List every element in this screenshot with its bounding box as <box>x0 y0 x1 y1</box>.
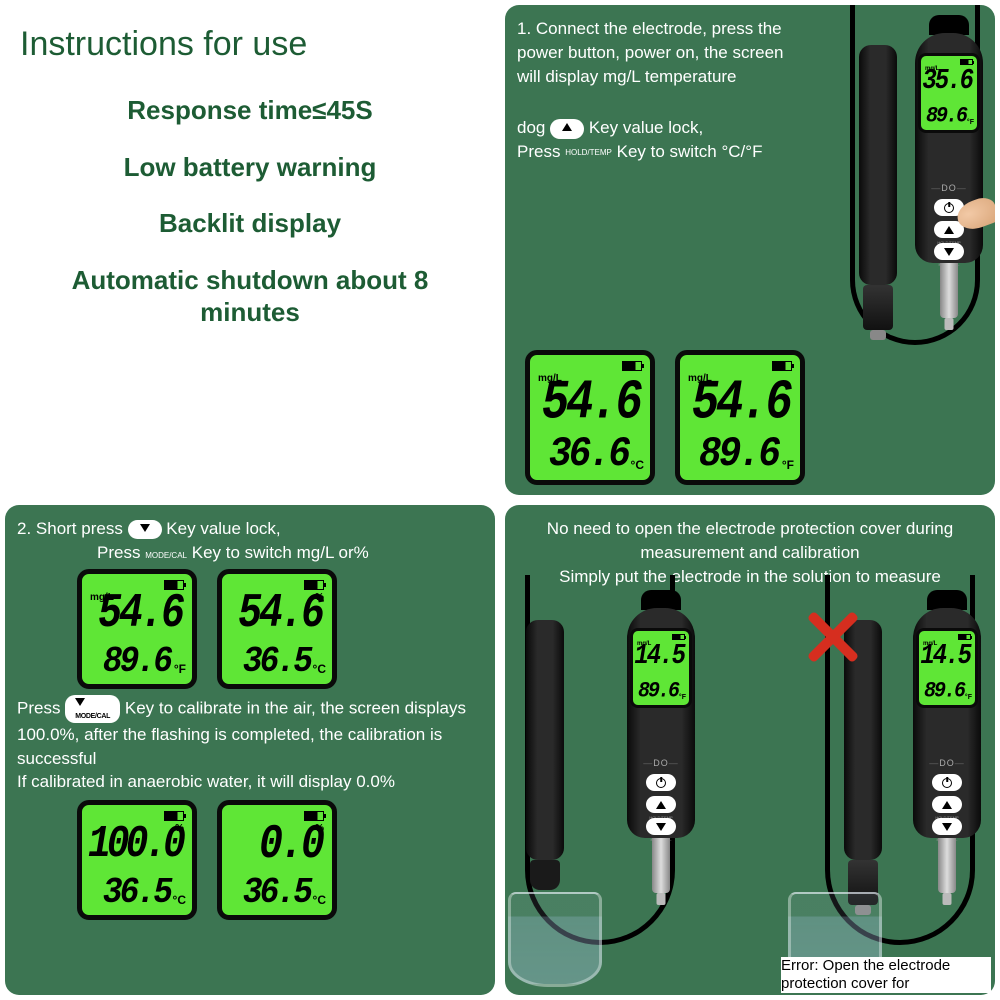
text: Key to switch °C/°F <box>617 142 763 161</box>
text: dog <box>517 118 545 137</box>
text: Key value lock, <box>166 519 280 538</box>
power-button-icon <box>646 774 676 791</box>
do-label: DO <box>911 758 983 768</box>
down-key-icon: MODE/CAL <box>65 695 120 723</box>
meter-device-right: mg/L 14.5 89.6 °F DO HOLD/TEMP MODE/CAL <box>911 590 983 920</box>
battery-icon <box>622 361 642 371</box>
lcd-main: 100.0 <box>88 819 182 871</box>
features-panel: Instructions for use Response time≤45S L… <box>5 5 495 495</box>
feature-item: Low battery warning <box>20 151 480 184</box>
lcd-sec: 36.5 <box>243 872 310 913</box>
battery-icon <box>672 634 685 640</box>
electrode-probe <box>856 25 900 335</box>
text: Press <box>97 543 140 562</box>
feature-item: Backlit display <box>20 207 480 240</box>
step2-line4: If calibrated in anaerobic water, it wil… <box>17 770 483 794</box>
step1-text: 1. Connect the electrode, press the powe… <box>517 17 807 88</box>
text: 2. Short press <box>17 519 123 538</box>
lcd-sec: 89.6 <box>103 641 170 682</box>
lcd-unit-bot: °F <box>967 119 974 126</box>
meter-device-left: mg/L 14.5 89.6 °F DO HOLD/TEMP MODE/CAL <box>625 590 697 920</box>
connector-tip <box>652 838 670 893</box>
up-button-icon: HOLD/TEMP <box>932 796 962 813</box>
step1-panel: 1. Connect the electrode, press the powe… <box>505 5 995 495</box>
down-button-icon: MODE/CAL <box>646 818 676 835</box>
lcd-cal100: % 100.0 36.5 °C <box>77 800 197 920</box>
lcd-sec: 89.6 <box>924 679 964 704</box>
battery-icon <box>772 361 792 371</box>
connector-tip <box>940 263 958 318</box>
lcd-mgl: mg/L 54.6 89.6 °F <box>77 569 197 689</box>
lcd-main: 14.5 <box>634 640 684 672</box>
meter-device: mg/L 35.6 89.6 °F DO HOLD/TEMP MODE/CAL <box>913 15 985 345</box>
lcd-unit-bot: °C <box>313 893 326 907</box>
lcd-main: 0.0 <box>259 819 322 873</box>
demo-text1: No need to open the electrode protection… <box>517 517 983 565</box>
modecal-label: MODE/CAL <box>145 551 187 560</box>
device-lcd: mg/L 35.6 89.6 °F <box>918 53 980 133</box>
up-button-icon: HOLD/TEMP <box>646 796 676 813</box>
lcd-sec: 36.6 <box>549 431 628 478</box>
lcd-sec: 89.6 <box>926 104 966 129</box>
step2-panel: 2. Short press Key value lock, Press MOD… <box>5 505 495 995</box>
lcd-unit-bot: °C <box>173 893 186 907</box>
up-key-icon <box>550 119 584 138</box>
power-button-icon <box>932 774 962 791</box>
page-title: Instructions for use <box>20 25 480 64</box>
modecal-sub: MODE/CAL <box>75 712 110 722</box>
lcd-cal0: % 0.0 36.5 °C <box>217 800 337 920</box>
lcd-unit-bot: °F <box>965 694 972 701</box>
text: Press <box>517 142 560 161</box>
lcd-sec: 36.5 <box>243 641 310 682</box>
lcd-main: 54.6 <box>98 587 182 641</box>
lcd-unit-bot: °F <box>679 694 686 701</box>
water-glass <box>500 892 610 987</box>
text: Key value lock, <box>589 118 703 137</box>
device-lcd: mg/L 14.5 89.6 °F <box>916 628 978 708</box>
do-label: DO <box>625 758 697 768</box>
lcd-sec: 89.6 <box>699 431 778 478</box>
battery-icon <box>958 634 971 640</box>
lcd-unit-bot: °C <box>313 662 326 676</box>
lcd-main: 54.6 <box>692 372 790 434</box>
lcd-sec: 36.5 <box>103 872 170 913</box>
electrode-probe-closed <box>523 600 567 910</box>
do-label: DO <box>913 183 985 193</box>
lcd-main: 54.6 <box>238 587 322 641</box>
down-button-icon: MODE/CAL <box>934 243 964 260</box>
error-caption: Error: Open the electrode protection cov… <box>781 957 991 993</box>
down-button-icon: MODE/CAL <box>932 818 962 835</box>
connector-tip <box>938 838 956 893</box>
feature-item: Automatic shutdown about 8 minutes <box>20 264 480 329</box>
lcd-main: 14.5 <box>920 640 970 672</box>
holdtemp-label: HOLD/TEMP <box>565 148 612 157</box>
step2-line3: Press MODE/CAL Key to calibrate in the a… <box>17 695 483 771</box>
lcd-main: 54.6 <box>542 372 640 434</box>
lcd-percent: % 54.6 36.5 °C <box>217 569 337 689</box>
battery-icon <box>960 59 973 65</box>
lcd-celsius: mg/L 54.6 36.6 °C <box>525 350 655 485</box>
lcd-sec: 89.6 <box>638 679 678 704</box>
demo-panel: No need to open the electrode protection… <box>505 505 995 995</box>
text: Press <box>17 698 60 717</box>
lcd-unit-bot: °F <box>782 458 794 472</box>
down-key-icon <box>128 520 162 539</box>
device-lcd: mg/L 14.5 89.6 °F <box>630 628 692 708</box>
lcd-unit-bot: °C <box>631 458 644 472</box>
text: Key to switch mg/L or% <box>192 543 369 562</box>
error-x-icon <box>801 605 865 669</box>
lcd-fahrenheit: mg/L 54.6 89.6 °F <box>675 350 805 485</box>
step2-line2: Press MODE/CAL Key to switch mg/L or% <box>17 541 483 565</box>
lcd-unit-bot: °F <box>174 662 186 676</box>
feature-item: Response time≤45S <box>20 94 480 127</box>
lcd-main: 35.6 <box>922 65 972 97</box>
step2-line1: 2. Short press Key value lock, <box>17 517 483 541</box>
